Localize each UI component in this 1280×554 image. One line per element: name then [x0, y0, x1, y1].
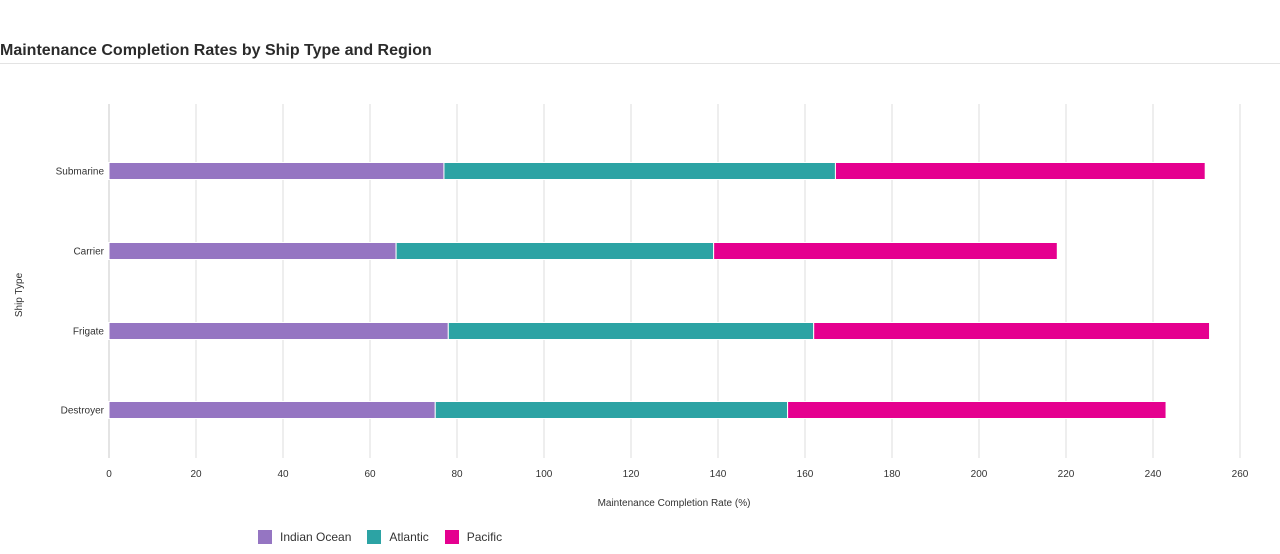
title-divider: [0, 63, 1280, 64]
y-tick-label: Frigate: [73, 327, 105, 338]
bar-frigate-pacific[interactable]: [813, 322, 1211, 340]
legend-item-indian-ocean[interactable]: Indian Ocean: [258, 530, 351, 544]
x-axis-title: Maintenance Completion Rate (%): [598, 498, 751, 509]
x-axis-ticks: 0 20 40 60 80 100 120 140 160 180 200 220 240 260: [106, 469, 1249, 480]
x-tick-label: 240: [1145, 469, 1162, 480]
x-tick-label: 20: [190, 469, 202, 480]
x-tick-label: 100: [536, 469, 553, 480]
legend: Indian Ocean Atlantic Pacific: [258, 530, 502, 544]
bar-submarine-atlantic[interactable]: [443, 162, 836, 180]
chart-title: Maintenance Completion Rates by Ship Typ…: [0, 42, 432, 59]
x-tick-label: 60: [364, 469, 376, 480]
y-tick-label: Submarine: [56, 167, 105, 178]
x-tick-label: 200: [971, 469, 988, 480]
bar-carrier-atlantic[interactable]: [395, 242, 715, 260]
x-tick-label: 120: [623, 469, 640, 480]
bar-frigate-atlantic[interactable]: [447, 322, 815, 340]
legend-swatch: [444, 530, 459, 544]
x-tick-label: 40: [277, 469, 289, 480]
x-tick-label: 0: [106, 469, 112, 480]
x-tick-label: 80: [451, 469, 463, 480]
y-tick-label: Carrier: [73, 247, 104, 258]
legend-label: Atlantic: [389, 530, 429, 544]
bar-submarine-indian-ocean[interactable]: [108, 162, 445, 180]
y-axis-title: Ship Type: [14, 272, 25, 317]
y-axis-ticks: Submarine Carrier Frigate Destroyer: [56, 167, 105, 417]
x-tick-label: 140: [710, 469, 727, 480]
bar-destroyer-pacific[interactable]: [787, 401, 1167, 419]
x-tick-label: 220: [1058, 469, 1075, 480]
legend-label: Pacific: [466, 530, 503, 544]
legend-item-atlantic[interactable]: Atlantic: [367, 530, 429, 544]
x-tick-label: 260: [1232, 469, 1249, 480]
bar-frigate-indian-ocean[interactable]: [108, 322, 449, 340]
y-tick-label: Destroyer: [61, 406, 105, 417]
bar-carrier-pacific[interactable]: [713, 242, 1058, 260]
bar-destroyer-indian-ocean[interactable]: [108, 401, 436, 419]
x-tick-label: 160: [797, 469, 814, 480]
bar-destroyer-atlantic[interactable]: [434, 401, 789, 419]
stacked-bar-chart: Submarine Carrier Frigate Destroyer 0 20 40 60…: [14, 104, 1249, 509]
legend-swatch: [367, 530, 382, 544]
bar-carrier-indian-ocean[interactable]: [108, 242, 397, 260]
legend-swatch: [258, 530, 272, 544]
x-tick-label: 180: [884, 469, 901, 480]
legend-label: Indian Ocean: [280, 530, 352, 544]
bars: [108, 162, 1211, 419]
bar-submarine-pacific[interactable]: [834, 162, 1206, 180]
legend-item-pacific[interactable]: Pacific: [444, 530, 503, 544]
